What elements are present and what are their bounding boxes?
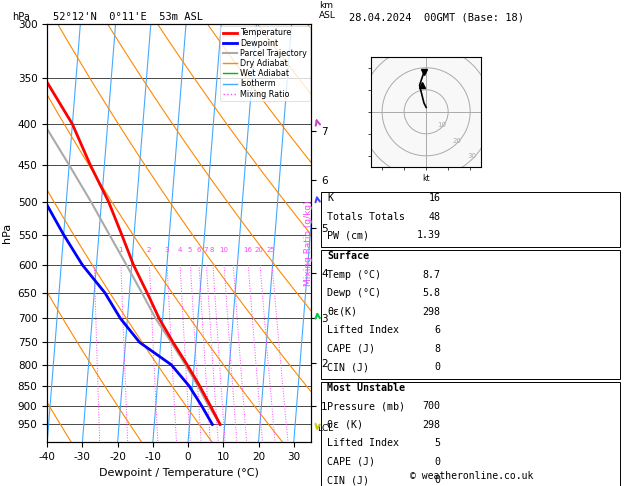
Text: 28.04.2024  00GMT (Base: 18): 28.04.2024 00GMT (Base: 18): [349, 12, 524, 22]
Text: CAPE (J): CAPE (J): [327, 344, 375, 354]
Text: 0: 0: [434, 362, 440, 372]
Text: 3: 3: [164, 247, 169, 253]
Text: 7: 7: [203, 247, 208, 253]
Text: 16: 16: [243, 247, 252, 253]
Text: 8: 8: [210, 247, 214, 253]
Text: 6: 6: [196, 247, 201, 253]
Text: Surface: Surface: [327, 251, 369, 261]
Text: Lifted Index: Lifted Index: [327, 438, 399, 449]
Text: 20: 20: [255, 247, 264, 253]
Text: 0: 0: [434, 457, 440, 467]
Text: PW (cm): PW (cm): [327, 230, 369, 241]
Text: 16: 16: [428, 193, 440, 204]
Text: CIN (J): CIN (J): [327, 475, 369, 486]
Text: θε (K): θε (K): [327, 420, 363, 430]
X-axis label: Dewpoint / Temperature (°C): Dewpoint / Temperature (°C): [99, 468, 259, 478]
Text: 10: 10: [437, 122, 446, 128]
Text: Lifted Index: Lifted Index: [327, 325, 399, 335]
Text: Dewp (°C): Dewp (°C): [327, 288, 381, 298]
Text: 1.39: 1.39: [416, 230, 440, 241]
Text: 48: 48: [428, 212, 440, 222]
Text: CIN (J): CIN (J): [327, 362, 369, 372]
Text: Mixing Ratio (g/kg): Mixing Ratio (g/kg): [304, 200, 313, 286]
Text: θε(K): θε(K): [327, 307, 357, 317]
Text: 0: 0: [434, 475, 440, 486]
Text: 6: 6: [434, 325, 440, 335]
Text: 52°12'N  0°11'E  53m ASL: 52°12'N 0°11'E 53m ASL: [53, 12, 203, 22]
Text: 5: 5: [187, 247, 192, 253]
Text: 298: 298: [422, 307, 440, 317]
Text: 1: 1: [118, 247, 123, 253]
Text: 298: 298: [422, 420, 440, 430]
Text: 8.7: 8.7: [422, 270, 440, 280]
Text: 5.8: 5.8: [422, 288, 440, 298]
Text: © weatheronline.co.uk: © weatheronline.co.uk: [410, 471, 533, 481]
Text: CAPE (J): CAPE (J): [327, 457, 375, 467]
Text: 700: 700: [422, 401, 440, 412]
Text: hPa: hPa: [13, 12, 30, 22]
Legend: Temperature, Dewpoint, Parcel Trajectory, Dry Adiabat, Wet Adiabat, Isotherm, Mi: Temperature, Dewpoint, Parcel Trajectory…: [220, 26, 309, 101]
Text: km
ASL: km ASL: [320, 0, 336, 20]
Text: 5: 5: [434, 438, 440, 449]
Y-axis label: hPa: hPa: [2, 223, 12, 243]
Text: Most Unstable: Most Unstable: [327, 383, 405, 393]
Text: 25: 25: [267, 247, 276, 253]
Text: Totals Totals: Totals Totals: [327, 212, 405, 222]
Text: 8: 8: [434, 344, 440, 354]
Text: 4: 4: [177, 247, 182, 253]
Text: LCL: LCL: [316, 424, 333, 433]
Text: 10: 10: [219, 247, 228, 253]
Text: 20: 20: [452, 138, 462, 143]
Text: Temp (°C): Temp (°C): [327, 270, 381, 280]
Text: Pressure (mb): Pressure (mb): [327, 401, 405, 412]
Text: 2: 2: [147, 247, 151, 253]
Text: K: K: [327, 193, 333, 204]
Text: 30: 30: [468, 153, 477, 159]
